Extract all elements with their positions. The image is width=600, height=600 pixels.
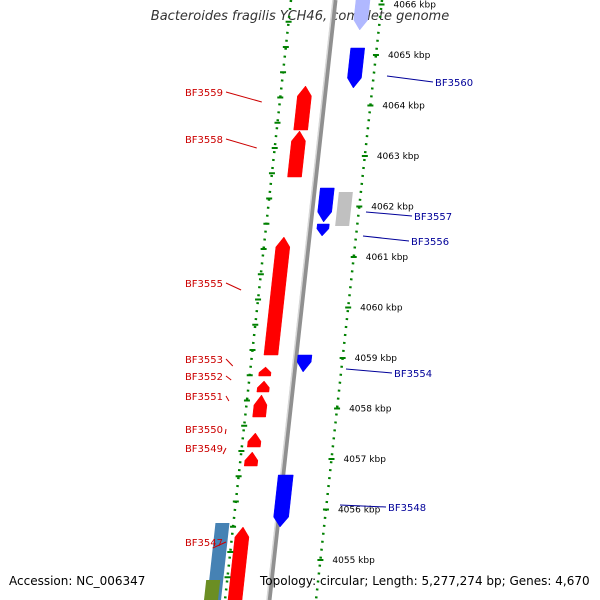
map-title: Bacteroides fragilis YCH46, complete gen… [150,9,450,24]
gene-BF3554[interactable] [296,354,313,373]
kbp-tick-label: 4066 kbp [394,1,437,11]
scale-ticks: 4066 kbp 4065 kbp 4064 kbp 4063 kbp 4062 kbp… [224,1,437,579]
gene-label-BF3553[interactable]: BF3553 [185,355,223,366]
kbp-tick-label: 4063 kbp [377,152,420,162]
gene-label-BF3557-leader [365,211,413,217]
kbp-tick-label: 4062 kbp [371,203,414,213]
gene-top-partial[interactable] [353,0,371,31]
gene-BF3551[interactable] [252,394,268,418]
gene-label-BF3553-leader [225,358,234,367]
gene-olive[interactable] [204,580,221,600]
gene-BF3550[interactable] [247,432,262,448]
gene-grey[interactable] [335,192,353,226]
kbp-tick-label: 4065 kbp [388,51,431,61]
gene-label-BF3556[interactable]: BF3556 [411,237,449,248]
gene-label-BF3554[interactable]: BF3554 [394,369,432,380]
gene-label-BF3547[interactable]: BF3547 [185,538,223,549]
gene-label-BF3548-leader [339,504,387,508]
gene-BF3547[interactable] [227,526,250,600]
gene-label-BF3549-leader [222,447,227,455]
gene-label-BF3552-leader [225,375,232,381]
kbp-tick-label: 4059 kbp [355,354,398,364]
gene-BF3557[interactable] [317,187,335,223]
gene-label-BF3558[interactable]: BF3558 [185,135,223,146]
kbp-tick-label: 4060 kbp [360,304,403,314]
gene-label-BF3548[interactable]: BF3548 [388,503,426,514]
gene-BF3555[interactable] [263,236,291,356]
topology-text: Topology: circular; Length: 5,277,274 bp… [260,574,590,588]
kbp-tick-label: 4055 kbp [332,556,375,566]
gene-label-BF3559-leader [225,91,262,103]
gene-label-BF3559[interactable]: BF3559 [185,88,223,99]
gene-label-BF3550[interactable]: BF3550 [185,425,223,436]
gene-label-BF3551[interactable]: BF3551 [185,392,223,403]
gene-label-BF3551-leader [225,395,230,402]
gene-BF3553[interactable] [258,366,272,377]
accession-text: Accession: NC_006347 [9,574,146,588]
gene-BF3552[interactable] [256,380,270,393]
gene-label-BF3547-leader [212,541,227,549]
gene-label-BF3550-leader [224,428,227,435]
gene-label-BF3556-leader [362,235,410,242]
gene-label-BF3558-leader [225,138,257,149]
gene-features [204,0,371,600]
gene-label-BF3555-leader [225,282,242,291]
gene-BF3556[interactable] [316,223,330,237]
gene-label-BF3555[interactable]: BF3555 [185,279,223,290]
gene-labels: BF3559 BF3558 BF3555 BF3553 BF3552 BF3551 BF35… [185,75,473,549]
kbp-tick-label: 4064 kbp [382,102,425,112]
gene-BF3560[interactable] [347,47,365,89]
kbp-tick-label: 4056 kbp [338,506,381,516]
gene-label-BF3560[interactable]: BF3560 [435,78,473,89]
gene-label-BF3549[interactable]: BF3549 [185,444,223,455]
kbp-tick-label: 4061 kbp [366,253,409,263]
gene-BF3549[interactable] [243,451,259,467]
kbp-tick-label: 4057 kbp [344,455,387,465]
gene-BF3548[interactable] [273,474,294,528]
gene-label-BF3557[interactable]: BF3557 [414,212,452,223]
gene-BF3558[interactable] [287,130,306,178]
gene-label-BF3560-leader [386,75,434,83]
kbp-tick-label: 4058 kbp [349,405,392,415]
gene-label-BF3554-leader [345,368,393,374]
gene-label-BF3552[interactable]: BF3552 [185,372,223,383]
gene-BF3559[interactable] [293,85,312,131]
